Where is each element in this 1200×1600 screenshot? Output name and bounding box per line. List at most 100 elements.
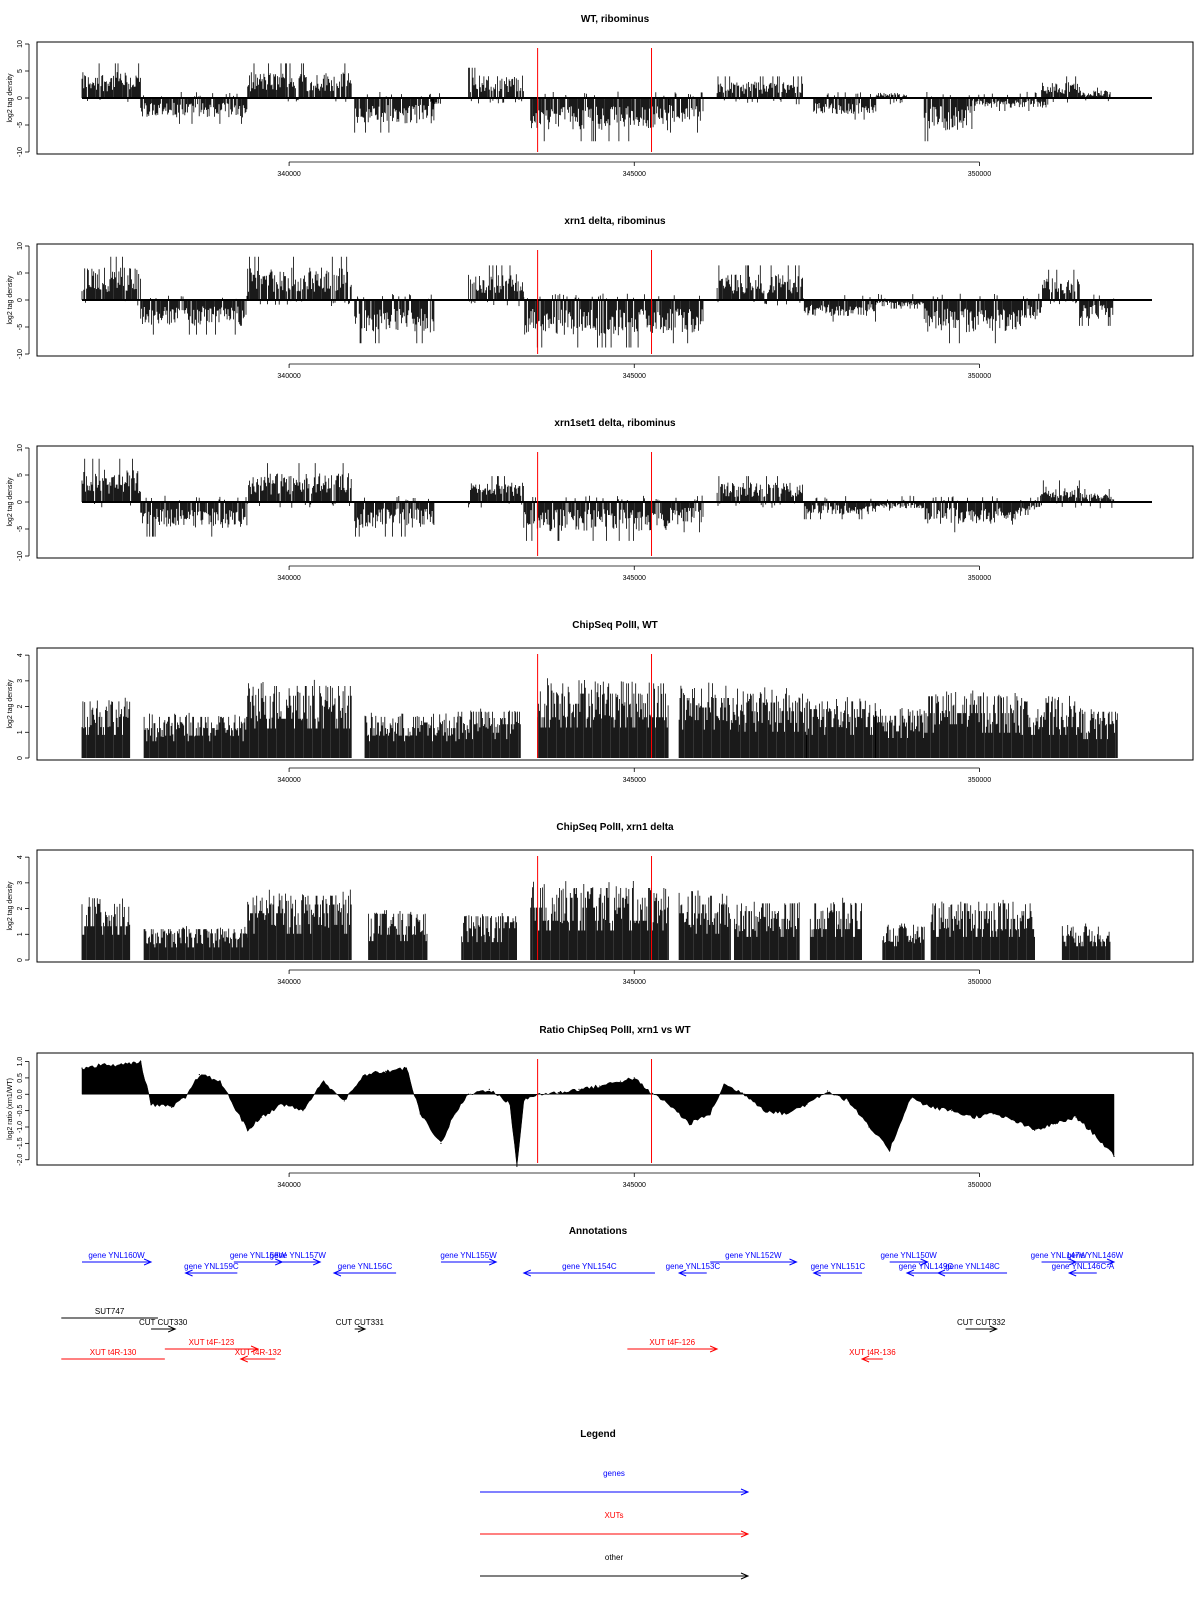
ratio-point [889, 1149, 891, 1151]
y-tick-label: 0 [17, 756, 24, 760]
ratio-point [557, 1092, 559, 1094]
annotation-feature: gene YNL146C-A [1052, 1262, 1115, 1277]
arrow-head [740, 1572, 750, 1580]
y-tick-label: -0.5 [17, 1104, 24, 1116]
annotations-track: Annotations gene YNL160W gene YNL159C gene… [61, 1226, 1124, 1363]
ratio-point [619, 1080, 622, 1082]
ratio-point [488, 1088, 490, 1090]
ratio-point [198, 1074, 200, 1076]
y-tick-label: 10 [17, 242, 24, 250]
y-tick-label: -10 [17, 147, 24, 157]
arrow-head [184, 1269, 193, 1277]
arrow-head [1106, 1258, 1116, 1266]
feature-label: gene YNL146C-A [1052, 1262, 1115, 1271]
arrow-head [789, 1258, 798, 1266]
track-panel: WT, ribominus -10 -5 0 5 10 log2 tag density 34… [7, 14, 1194, 178]
arrow-head [860, 1355, 870, 1363]
x-tick-label: 345000 [623, 1182, 646, 1189]
annotation-feature: CUT CUT331 [336, 1318, 385, 1333]
feature-label: gene YNL150W [880, 1251, 937, 1260]
annotation-feature: gene YNL157W [270, 1251, 326, 1266]
feature-label: gene YNL158W [230, 1251, 287, 1260]
feature-label: gene YNL160W [88, 1251, 145, 1260]
ratio-point [81, 1067, 83, 1069]
arrow-head [488, 1258, 498, 1266]
arrow-head [936, 1269, 946, 1277]
x-tick-label: 340000 [277, 777, 300, 784]
ratio-point [647, 1090, 649, 1092]
y-axis-label: log2 tag density [7, 679, 14, 729]
arrow-head [143, 1258, 153, 1266]
legend-item: XUTs [480, 1511, 750, 1538]
plot-frame [36, 445, 1194, 559]
y-tick-label: 0 [17, 958, 24, 962]
ratio-point [764, 1110, 767, 1112]
annotation-feature: gene YNL153C [666, 1262, 721, 1277]
plot-frame [36, 41, 1194, 155]
x-tick-label: 345000 [623, 373, 646, 380]
arrow-head [1067, 1269, 1077, 1277]
x-tick-label: 340000 [277, 1182, 300, 1189]
ratio-point [364, 1074, 366, 1076]
ratio-point [633, 1077, 635, 1079]
ratio-point [826, 1090, 829, 1092]
plot-frame [36, 243, 1194, 357]
x-tick-label: 345000 [623, 171, 646, 178]
feature-label: gene YNL151C [811, 1262, 866, 1271]
arrow-head [920, 1258, 929, 1266]
arrow-head [312, 1258, 322, 1266]
ratio-point [723, 1083, 725, 1086]
annotation-feature: gene YNL156C [332, 1262, 397, 1277]
y-tick-label: -5 [17, 324, 24, 330]
feature-label: CUT CUT331 [336, 1318, 385, 1327]
arrow-head [709, 1345, 719, 1353]
signal-bar-path [81, 458, 1115, 541]
track-panel: ChipSeq PolII, WT 0 1 2 3 4 log2 tag density 34… [7, 620, 1194, 784]
ratio-point [150, 1103, 152, 1105]
arrow-head [740, 1488, 750, 1496]
ratio-point [454, 1113, 456, 1115]
y-tick-label: 10 [17, 40, 24, 48]
legend: Legend genes XUTs other [480, 1429, 750, 1580]
ratio-point [1096, 1136, 1098, 1138]
arrow-head [905, 1269, 915, 1277]
ratio-point [184, 1096, 187, 1099]
y-tick-label: 10 [17, 444, 24, 452]
legend-label: genes [603, 1469, 625, 1478]
y-tick-label: 1 [17, 730, 24, 734]
ratio-point [785, 1113, 787, 1115]
ratio-point [971, 1116, 974, 1118]
ratio-point [1113, 1155, 1115, 1158]
ratio-point [1075, 1116, 1077, 1118]
ratio-point [523, 1100, 525, 1102]
annotation-feature: SUT747 [61, 1307, 158, 1319]
ratio-point [516, 1165, 518, 1167]
y-tick-label: 5 [17, 271, 24, 275]
y-tick-label: -2.0 [17, 1154, 24, 1166]
y-tick-label: 0 [17, 96, 24, 100]
legend-label: XUTs [604, 1511, 623, 1520]
ratio-point [102, 1064, 104, 1066]
arrow-head [357, 1325, 367, 1333]
annotation-feature: gene YNL152W [710, 1251, 798, 1266]
annotation-feature: gene YNL150W [880, 1251, 937, 1266]
annotation-feature: gene YNL148C [936, 1262, 1008, 1277]
x-tick-label: 350000 [968, 373, 991, 380]
signal-bars [81, 881, 1111, 960]
feature-label: gene YNL159C [184, 1262, 239, 1271]
x-tick-label: 345000 [623, 777, 646, 784]
arrow-head [332, 1269, 342, 1277]
ratio-point [302, 1110, 304, 1112]
ratio-point [509, 1103, 511, 1105]
y-tick-label: 2 [17, 907, 24, 911]
feature-label: gene YNL148C [945, 1262, 1000, 1271]
y-tick-label: -10 [17, 349, 24, 359]
feature-label: gene YNL153C [666, 1262, 721, 1271]
ratio-point [219, 1080, 221, 1082]
ratio-point [668, 1103, 670, 1105]
ratio-point [419, 1113, 421, 1115]
ratio-point [688, 1123, 691, 1125]
ratio-point [171, 1106, 173, 1108]
ratio-point [744, 1093, 746, 1095]
plot-frame [36, 1052, 1194, 1166]
